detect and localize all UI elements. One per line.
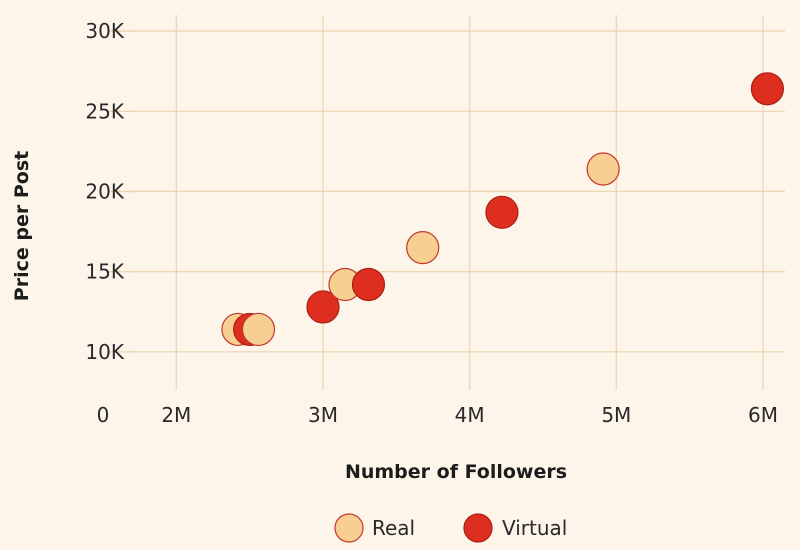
x-axis-ticks: 0 2M 3M 4M 5M 6M (97, 403, 778, 427)
x-tick-label: 6M (748, 403, 778, 427)
y-axis-ticks: 10K 15K 20K 25K 30K (85, 19, 124, 364)
y-tick-label: 10K (85, 340, 124, 364)
legend[interactable]: Real Virtual (334, 513, 567, 543)
legend-label-real: Real (372, 516, 415, 540)
y-tick-label: 25K (85, 99, 124, 123)
data-points (221, 72, 785, 347)
data-point-virtual[interactable] (485, 195, 519, 229)
y-axis-title: Price per Post (11, 151, 33, 301)
x-tick-label: 5M (601, 403, 631, 427)
legend-item-real[interactable]: Real (334, 513, 415, 543)
legend-marker-virtual (463, 513, 493, 543)
data-point-virtual[interactable] (750, 72, 785, 106)
x-axis-title: Number of Followers (345, 461, 567, 483)
data-point-virtual[interactable] (306, 290, 340, 324)
x-tick-label: 2M (161, 403, 191, 427)
data-point-real[interactable] (586, 152, 620, 186)
legend-marker-real (334, 513, 364, 543)
data-point-virtual[interactable] (351, 267, 386, 302)
legend-item-virtual[interactable]: Virtual (463, 513, 567, 543)
y-tick-label: 30K (85, 19, 124, 43)
data-point-real[interactable] (406, 231, 440, 265)
data-point-real[interactable] (241, 312, 276, 347)
x-tick-label: 4M (455, 403, 485, 427)
x-tick-label: 3M (308, 403, 338, 427)
legend-label-virtual: Virtual (502, 516, 567, 540)
x-origin-label: 0 (97, 403, 110, 427)
y-tick-label: 20K (85, 179, 124, 203)
grid (108, 15, 785, 390)
y-tick-label: 15K (85, 260, 124, 284)
